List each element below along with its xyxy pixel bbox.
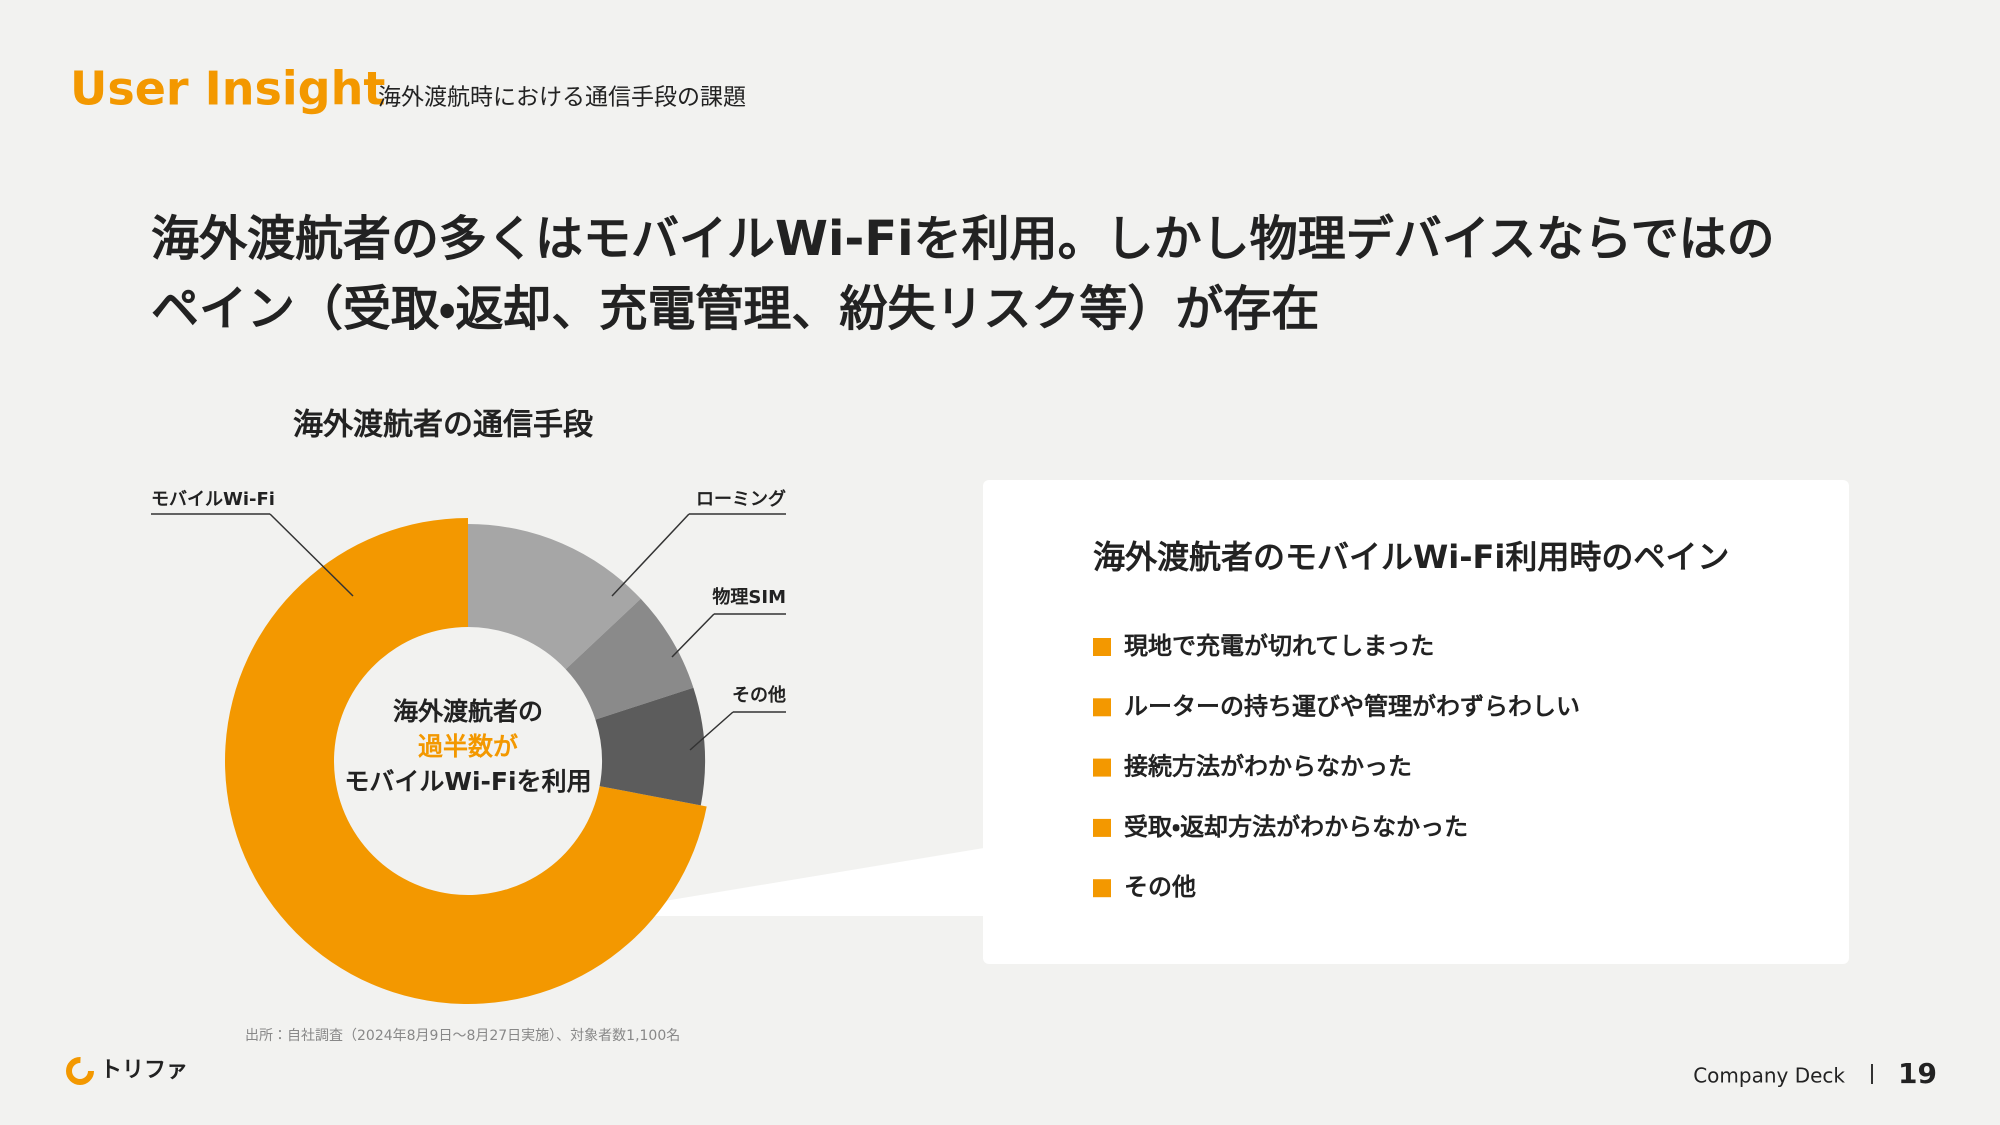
category-label: ローミング	[696, 488, 786, 510]
category-label: その他	[732, 684, 786, 706]
leader-line	[611, 513, 690, 597]
pain-panel	[983, 480, 1849, 964]
category-label: モバイルWi-Fi	[151, 489, 275, 510]
pain-item: ルーターの持ち運びや管理がわずらわしい	[1124, 692, 1580, 720]
pain-item: 現地で充電が切れてしまった	[1124, 632, 1434, 660]
deck-label: Company Deck	[1693, 1064, 1845, 1088]
chart-title: 海外渡航者の通信手段	[293, 408, 594, 443]
center-text: 海外渡航者の	[393, 697, 543, 726]
pain-item: 受取・返却方法がわからなかった	[1124, 813, 1468, 841]
leader-line	[689, 711, 734, 751]
pain-list: 現地で充電が切れてしまったルーターの持ち運びや管理がわずらわしい接続方法がわから…	[1093, 632, 1580, 901]
donut-segment	[565, 598, 694, 720]
donut-segment	[468, 524, 641, 670]
panel-title: 海外渡航者のモバイルWi-Fi利用時のペイン	[1093, 538, 1729, 576]
source-note: 出所：自社調査（2024年8月9日〜8月27日実施）、対象者数1,100名	[245, 1028, 680, 1044]
headline: 海外渡航者の多くはモバイルWi-Fiを利用。しかし物理デバイスならではの	[151, 211, 1775, 267]
logo-icon	[66, 1057, 94, 1085]
category-label: 物理SIM	[712, 586, 786, 608]
donut-segment	[595, 687, 705, 806]
page-number: 19	[1898, 1057, 1937, 1090]
header-subtitle: 海外渡航時における通信手段の課題	[378, 85, 746, 111]
leader-line	[269, 513, 354, 597]
center-text: モバイルWi-Fiを利用	[344, 767, 591, 796]
callout	[574, 848, 984, 916]
headline: ペイン（受取・返却、充電管理、紛失リスク等）が存在	[151, 281, 1319, 337]
leader-line	[671, 613, 715, 658]
pain-item: 接続方法がわからなかった	[1124, 753, 1412, 781]
donut-segment	[224, 518, 707, 1004]
pain-item: その他	[1124, 873, 1196, 901]
center-text: 過半数が	[418, 732, 518, 761]
bullet	[1093, 638, 1111, 656]
bullet	[1093, 818, 1111, 837]
header-title: User Insight	[70, 62, 385, 116]
bullet	[1093, 698, 1111, 717]
bullet	[1093, 879, 1111, 898]
logo-text: トリファ	[100, 1058, 188, 1083]
bullet	[1093, 758, 1111, 777]
